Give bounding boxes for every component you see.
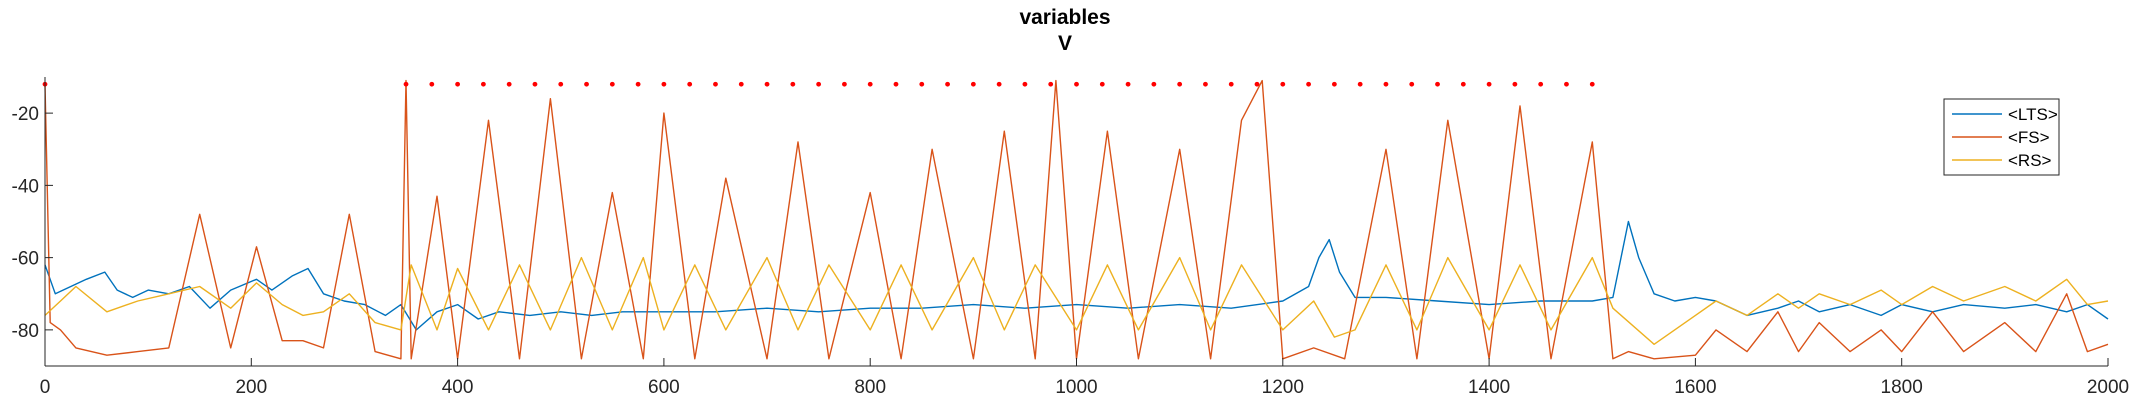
spike-marker-15 (738, 81, 744, 87)
legend-label-1: <LTS> (2008, 105, 2058, 124)
spike-marker-35 (1254, 81, 1260, 87)
spike-marker-10 (609, 81, 615, 87)
x-tick-label-4: 600 (648, 377, 680, 398)
spike-marker-31 (1151, 81, 1157, 87)
spike-marker-14 (713, 81, 718, 87)
spike-marker-38 (1331, 81, 1337, 87)
spike-marker-5 (480, 81, 486, 87)
spike-marker-48 (1589, 81, 1595, 87)
x-tick-label-5: 800 (854, 377, 886, 398)
spike-marker-20 (867, 81, 873, 87)
spike-marker-26 (1022, 81, 1028, 87)
series-line-1 (44, 220, 2109, 331)
spike-marker-6 (506, 81, 512, 87)
spike-marker-32 (1177, 81, 1183, 87)
spike-marker-42 (1435, 81, 1440, 87)
spike-marker-4 (455, 81, 460, 87)
spike-marker-18 (816, 81, 822, 87)
spike-marker-19 (842, 81, 847, 87)
spike-marker-21 (893, 81, 899, 87)
spike-marker-27 (1048, 81, 1054, 87)
spike-marker-3 (429, 81, 435, 87)
spike-marker-7 (532, 81, 538, 87)
y-tick-label-3: -60 (12, 249, 39, 270)
chart-title-group: variables V (1019, 6, 1110, 55)
spike-marker-47 (1564, 81, 1569, 87)
x-tick-label-1: 0 (40, 377, 51, 398)
x-tick-label-9: 1600 (1674, 377, 1716, 398)
x-tick-label-7: 1200 (1262, 377, 1304, 398)
x-tick-label-10: 1800 (1881, 377, 1923, 398)
spike-marker-45 (1512, 81, 1518, 87)
spike-marker-24 (970, 81, 976, 87)
x-tick-label-6: 1000 (1055, 377, 1097, 398)
spike-marker-37 (1306, 81, 1311, 87)
spike-marker-39 (1357, 81, 1363, 87)
spike-marker-41 (1409, 81, 1415, 87)
spike-marker-16 (764, 81, 770, 87)
spike-marker-46 (1538, 81, 1544, 87)
spike-marker-44 (1486, 81, 1492, 87)
spike-marker-43 (1460, 81, 1466, 87)
legend: <LTS> <FS> <RS> (1943, 98, 2060, 176)
spike-marker-22 (919, 81, 925, 87)
spike-marker-34 (1228, 81, 1234, 87)
legend-label-2: <FS> (2008, 128, 2050, 147)
spike-marker-36 (1280, 81, 1286, 87)
spike-marker-28 (1074, 81, 1079, 87)
spike-marker-23 (945, 81, 950, 87)
spike-marker-17 (790, 81, 796, 87)
chart-title: variables (1019, 6, 1110, 29)
x-tick-label-11: 2000 (2087, 377, 2129, 398)
spike-marker-33 (1203, 81, 1208, 87)
y-tick-label-4: -80 (12, 321, 39, 342)
axes-group: 0 200 400 600 800 1000 1200 1400 1600 1800 2000 -20… (12, 77, 2129, 398)
y-tick-label-2: -40 (12, 176, 39, 197)
spike-marker-25 (996, 81, 1002, 87)
x-tick-label-3: 400 (442, 377, 474, 398)
spike-marker-30 (1125, 81, 1131, 87)
y-tick-label-1: -20 (12, 104, 39, 125)
x-tick-label-8: 1400 (1468, 377, 1510, 398)
x-tick-label-2: 200 (235, 377, 267, 398)
spike-marker-29 (1099, 81, 1105, 87)
spike-marker-11 (635, 81, 641, 87)
series-line-2 (44, 79, 2109, 360)
spike-marker-13 (687, 81, 693, 87)
spike-marker-12 (661, 81, 667, 87)
marker-group (42, 81, 1595, 87)
legend-label-3: <RS> (2008, 151, 2052, 170)
spike-marker-2 (403, 81, 409, 87)
chart-subtitle: V (1058, 32, 1072, 55)
spike-marker-8 (558, 81, 564, 87)
series-line-3 (44, 256, 2109, 345)
spike-marker-40 (1383, 81, 1389, 87)
spike-marker-9 (584, 81, 589, 87)
series-group (44, 79, 2109, 360)
